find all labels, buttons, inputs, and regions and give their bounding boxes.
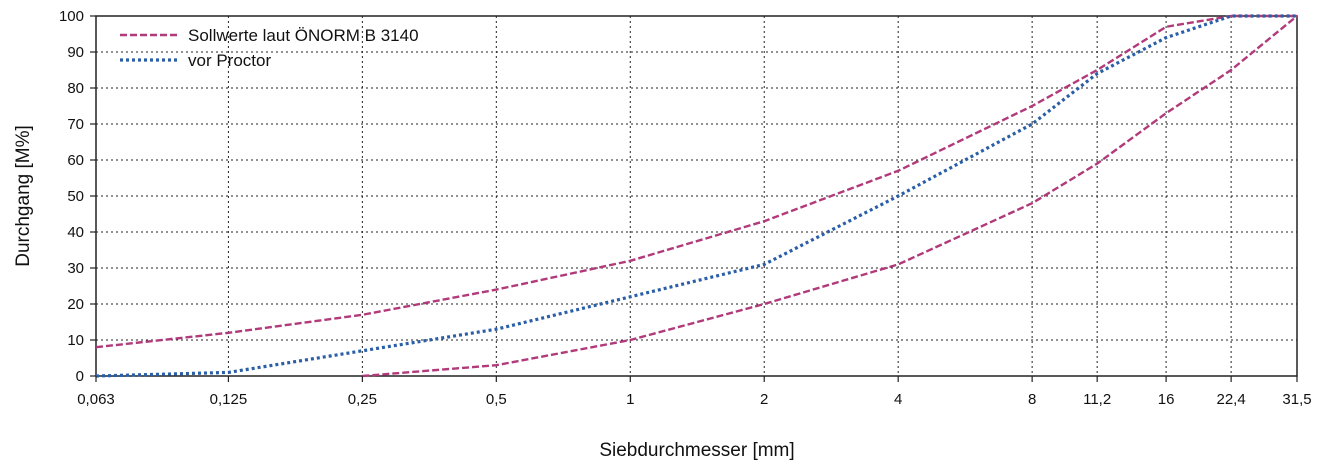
x-axis-title: Siebdurchmesser [mm]	[599, 440, 794, 461]
x-tick-label: 16	[1158, 391, 1175, 408]
x-tick-label: 4	[894, 391, 902, 408]
y-axis-title: Durchgang [M%]	[13, 125, 34, 267]
x-tick-label: 0,125	[210, 391, 248, 408]
x-tick-label: 31,5	[1282, 391, 1311, 408]
series-line-3	[95, 14, 1297, 378]
x-tick-label: 8	[1028, 391, 1036, 408]
legend: Sollwerte laut ÖNORM B 3140 vor Proctor	[120, 26, 419, 70]
series-line-2	[362, 15, 1298, 378]
grid	[96, 16, 1297, 376]
legend-label: vor Proctor	[188, 51, 271, 70]
x-tick-label: 2	[760, 391, 768, 408]
x-tick-label: 22,4	[1217, 391, 1246, 408]
y-tick-label: 20	[67, 296, 84, 313]
y-tick-label: 70	[67, 116, 84, 133]
x-tick-label: 0,063	[77, 391, 115, 408]
y-tick-label: 80	[67, 80, 84, 97]
x-tick-label: 0,25	[348, 391, 377, 408]
legend-label: Sollwerte laut ÖNORM B 3140	[188, 26, 419, 45]
y-tick-label: 10	[67, 332, 84, 349]
y-tick-label: 60	[67, 152, 84, 169]
y-tick-label: 0	[76, 368, 84, 385]
series-lines	[95, 14, 1298, 378]
y-tick-label: 40	[67, 224, 84, 241]
y-axis-ticks: 0 10 20 30 40 50 60 70 80 90 100	[59, 8, 96, 385]
series-line-1	[95, 14, 1297, 349]
y-tick-label: 50	[67, 188, 84, 205]
y-tick-label: 90	[67, 44, 84, 61]
x-axis-ticks: 0,063 0,125 0,25 0,5 1 2 4 8 11,2 16 22,4 31,5	[77, 376, 1312, 408]
y-tick-label: 30	[67, 260, 84, 277]
x-tick-label: 11,2	[1083, 391, 1111, 408]
y-tick-label: 100	[59, 8, 84, 25]
x-tick-label: 1	[626, 391, 634, 408]
x-tick-label: 0,5	[486, 391, 507, 408]
